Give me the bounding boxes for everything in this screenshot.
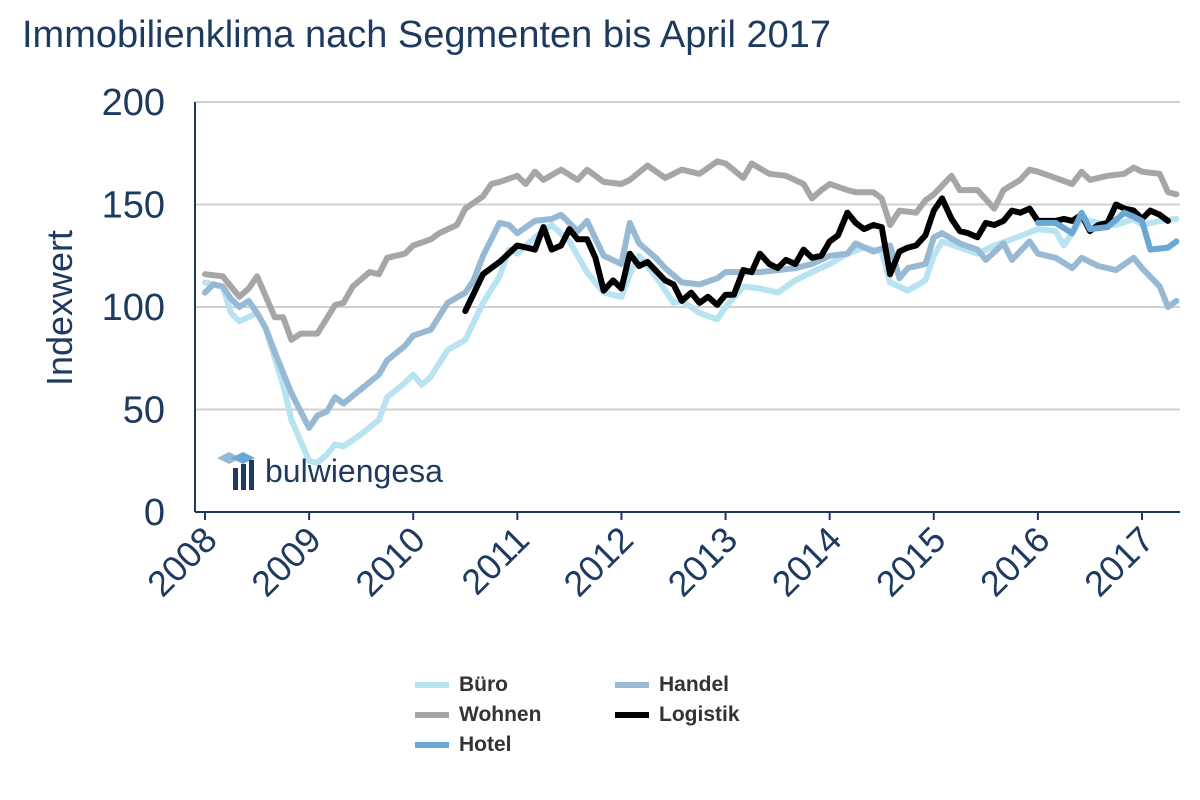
legend-item-buero: Büro [415,673,508,697]
legend-label: Büro [459,673,508,696]
x-tick-label: 2015 [868,519,954,605]
bulwiengesa-logo: bulwiengesa [215,450,443,492]
chart-title: Immobilienklima nach Segmenten bis April… [22,14,831,56]
x-tick-label: 2017 [1076,519,1162,605]
legend-label: Logistik [659,703,740,726]
y-tick-label: 200 [102,82,165,124]
legend-label: Hotel [459,733,512,756]
x-tick-label: 2009 [243,519,329,605]
legend-item-logistik: Logistik [615,703,740,727]
logo-text: bulwiengesa [265,452,443,489]
y-tick-label: 0 [144,492,165,534]
legend-item-hotel: Hotel [415,733,512,757]
x-tick-label: 2010 [347,519,433,605]
legend-swatch [415,682,449,688]
y-tick-label: 50 [123,390,165,432]
y-tick-label: 100 [102,287,165,329]
y-tick-label: 150 [102,185,165,227]
legend-swatch [415,712,449,718]
x-tick-label: 2012 [555,519,641,605]
legend-label: Wohnen [459,703,542,726]
x-tick-label: 2014 [764,519,850,605]
gridlines [195,101,1180,411]
series-layer [202,158,1180,466]
series-line-handel [202,211,1180,431]
legend-label: Handel [659,673,730,696]
series-line-buero [202,215,1180,466]
legend-swatch [615,682,649,688]
x-tick-label: 2013 [660,519,746,605]
legend-item-handel: Handel [615,673,729,697]
x-tick-label: 2016 [972,519,1058,605]
series-line-wohnen [202,158,1180,343]
legend-swatch [415,742,449,748]
legend-swatch [615,712,649,718]
legend-item-wohnen: Wohnen [415,703,541,727]
x-tick-label: 2011 [453,519,537,603]
series-line-logistik [462,195,1171,315]
bulwiengesa-logo-icon [217,452,255,490]
y-axis-label: Indexwert [39,230,80,386]
series-line-hotel [1034,209,1180,253]
